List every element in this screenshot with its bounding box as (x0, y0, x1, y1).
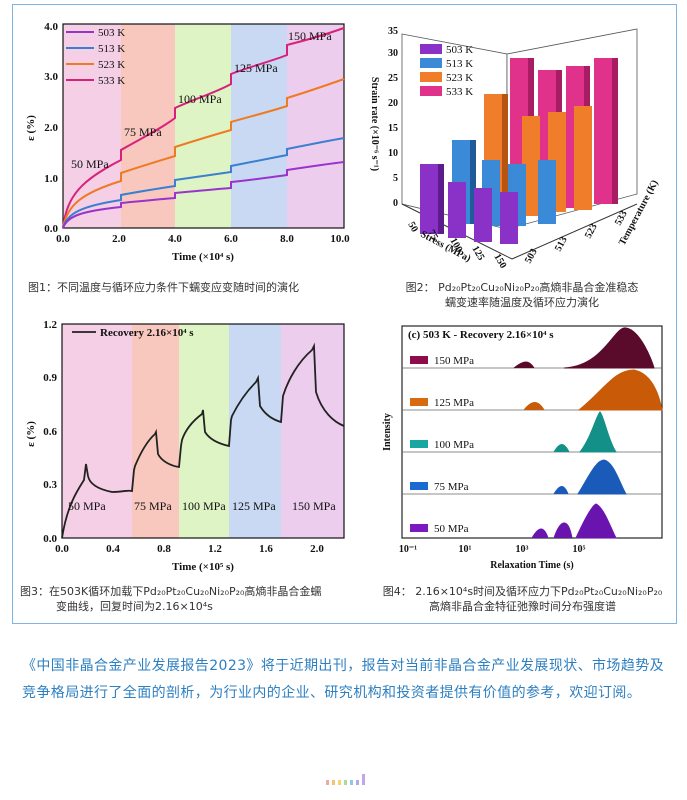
svg-text:10.0: 10.0 (330, 233, 350, 245)
svg-text:125 MPa: 125 MPa (434, 397, 474, 409)
curve-503k (62, 161, 345, 229)
figure-4-caption: 图4： 2.16×10⁴s时间及循环应力下Pd₂₀Pt₂₀Cu₂₀Ni₂₀P₂₀… (382, 585, 663, 613)
svg-text:2.0: 2.0 (44, 122, 58, 134)
svg-text:75 MPa: 75 MPa (434, 481, 469, 493)
svg-text:10⁵: 10⁵ (573, 544, 586, 555)
svg-text:0.0: 0.0 (44, 223, 58, 235)
svg-text:50: 50 (405, 220, 420, 234)
svg-text:2.0: 2.0 (112, 233, 126, 245)
curve-523k (62, 78, 345, 229)
svg-text:150: 150 (491, 252, 508, 270)
fig4-ylabel: Intensity (382, 413, 393, 451)
curve-533k (62, 27, 345, 229)
legend-523k: 523 K (98, 59, 125, 71)
figure-3-caption: 图3：在503K循环加载下Pd₂₀Pt₂₀Cu₂₀Ni₂₀P₂₀高熵非晶合金蠕 … (20, 585, 322, 613)
stress-label-150: 150 MPa (288, 29, 332, 43)
fig4-title: (c) 503 K - Recovery 2.16×10⁴ s (408, 329, 554, 341)
stress-label-50: 50 MPa (71, 157, 109, 171)
svg-text:1.2: 1.2 (43, 319, 57, 331)
svg-text:5: 5 (393, 173, 398, 184)
figure-2-chart: 503 K 513 K 523 K 533 K 0 5 10 15 20 25 … (362, 14, 667, 276)
svg-text:503 K: 503 K (446, 44, 473, 56)
svg-text:0.0: 0.0 (43, 533, 57, 545)
fig1-ylabel: ε (%) (25, 115, 37, 141)
svg-text:0.0: 0.0 (55, 543, 69, 555)
fig2-zlabel: Strain rate (×10⁻⁶ s⁻¹) (369, 77, 380, 171)
svg-text:10¹: 10¹ (459, 544, 472, 555)
figure-2-caption: 图2： Pd₂₀Pt₂₀Cu₂₀Ni₂₀P₂₀高熵非晶合金准稳态 蠕变速率随温度… (405, 281, 639, 309)
svg-text:15: 15 (388, 123, 398, 134)
svg-text:0.9: 0.9 (43, 372, 57, 384)
svg-text:503: 503 (523, 247, 540, 265)
svg-text:4.0: 4.0 (44, 21, 58, 33)
svg-text:150 MPa: 150 MPa (434, 355, 474, 367)
fig3-legend: Recovery 2.16×10⁴ s (100, 327, 194, 339)
svg-text:20: 20 (388, 98, 398, 109)
decorative-dots-icon (326, 773, 366, 785)
fig3-ylabel: ε (%) (25, 421, 37, 447)
svg-text:2.0: 2.0 (310, 543, 324, 555)
figure-3-chart: Recovery 2.16×10⁴ s 50 MPa 75 MPa 100 MP… (22, 316, 352, 578)
svg-text:50 MPa: 50 MPa (68, 499, 106, 513)
svg-text:523 K: 523 K (446, 72, 473, 84)
svg-text:4.0: 4.0 (168, 233, 182, 245)
svg-text:30: 30 (388, 48, 398, 59)
svg-text:10: 10 (388, 148, 398, 159)
svg-text:513: 513 (553, 235, 570, 253)
svg-text:75: 75 (425, 228, 440, 242)
svg-text:1.2: 1.2 (208, 543, 222, 555)
svg-text:0.8: 0.8 (157, 543, 171, 555)
fig3-xlabel: Time (×10⁵ s) (172, 561, 234, 573)
svg-text:35: 35 (388, 26, 398, 37)
svg-text:50 MPa: 50 MPa (434, 523, 469, 535)
stress-label-125: 125 MPa (234, 61, 278, 75)
stress-label-100: 100 MPa (178, 92, 222, 106)
svg-text:10⁻¹: 10⁻¹ (399, 544, 417, 555)
svg-text:3.0: 3.0 (44, 71, 58, 83)
report-paragraph: 《中国非晶合金产业发展报告2023》将于近期出刊，报告对当前非晶合金产业发展现状… (22, 658, 665, 701)
svg-text:8.0: 8.0 (280, 233, 294, 245)
svg-text:100 MPa: 100 MPa (434, 439, 474, 451)
svg-text:75 MPa: 75 MPa (134, 499, 172, 513)
svg-text:150 MPa: 150 MPa (292, 499, 336, 513)
svg-text:0.3: 0.3 (43, 479, 57, 491)
curve-513k (62, 137, 345, 229)
svg-text:1.6: 1.6 (259, 543, 273, 555)
svg-text:523: 523 (583, 222, 600, 240)
figure-1-caption: 图1：不同温度与循环应力条件下蠕变应变随时间的演化 (28, 281, 299, 294)
svg-text:125: 125 (469, 244, 486, 262)
svg-text:0.6: 0.6 (43, 426, 57, 438)
svg-text:125 MPa: 125 MPa (232, 499, 276, 513)
legend-533k: 533 K (98, 75, 125, 87)
svg-text:0: 0 (393, 198, 398, 209)
svg-text:533 K: 533 K (446, 86, 473, 98)
svg-text:6.0: 6.0 (224, 233, 238, 245)
legend-513k: 513 K (98, 43, 125, 55)
svg-text:1.0: 1.0 (44, 173, 58, 185)
svg-text:0.0: 0.0 (56, 233, 70, 245)
recovery-curve (61, 342, 345, 539)
svg-text:10³: 10³ (516, 544, 529, 555)
figure-4-chart: (c) 503 K - Recovery 2.16×10⁴ s 150 MPa … (364, 320, 667, 578)
svg-text:0.4: 0.4 (106, 543, 120, 555)
fig1-xlabel: Time (×10⁴ s) (172, 251, 234, 263)
svg-text:513 K: 513 K (446, 58, 473, 70)
figure-1-chart: 503 K 513 K 523 K 533 K 50 MPa 75 MPa 10… (22, 10, 352, 272)
stress-label-75: 75 MPa (124, 125, 162, 139)
svg-text:25: 25 (388, 73, 398, 84)
fig4-xlabel: Relaxation Time (s) (490, 560, 574, 571)
svg-text:100 MPa: 100 MPa (182, 499, 226, 513)
legend-503k: 503 K (98, 27, 125, 39)
